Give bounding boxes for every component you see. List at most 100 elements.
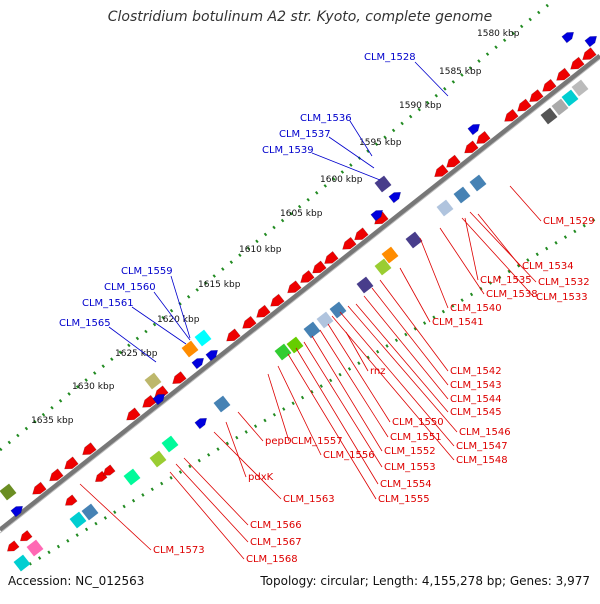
gene-feature-box: [374, 175, 392, 193]
scale-label: 1615 kbp: [198, 280, 241, 290]
map-title: Clostridium botulinum A2 str. Kyoto, com…: [107, 9, 493, 25]
gene-feature-box: [26, 539, 44, 557]
scale-label: 1620 kbp: [157, 315, 200, 325]
forward-gene-label: CLM_1537: [279, 129, 331, 140]
backbone-line: [0, 54, 600, 532]
reverse-label-leader: [399, 267, 431, 323]
gene-feature-box: [69, 511, 87, 529]
gene-feature-box: [181, 340, 199, 358]
reverse-gene-label: CLM_1532: [538, 277, 590, 288]
gene-feature-box: [329, 301, 347, 319]
gene-feature-box: [551, 98, 569, 116]
reverse-gene-arrow: [226, 328, 241, 342]
gene-feature-box: [149, 450, 167, 468]
reverse-gene-label: CLM_1556: [323, 450, 375, 461]
gene-feature-box: [123, 468, 141, 486]
reverse-gene-arrow: [172, 371, 187, 385]
tick-track: [19, 214, 600, 572]
gene-feature-box: [81, 503, 99, 521]
forward-gene-arrow: [561, 31, 575, 44]
gene-feature-box: [213, 395, 231, 413]
forward-label-leader: [311, 152, 381, 181]
forward-gene-arrow: [370, 209, 384, 222]
reverse-label-leader: [331, 315, 455, 461]
reverse-gene-arrow: [517, 98, 532, 112]
forward-gene-label: CLM_1565: [59, 318, 111, 329]
reverse-label-leader: [464, 217, 479, 281]
reverse-gene-arrow: [354, 227, 369, 241]
reverse-label-leader: [509, 185, 542, 222]
forward-gene-arrow: [194, 417, 208, 430]
forward-gene-label: CLM_1559: [121, 266, 173, 277]
forward-gene-arrow: [152, 393, 166, 406]
gene-feature-box: [561, 89, 579, 107]
gene-feature-box: [303, 321, 321, 339]
reverse-gene-arrow: [324, 250, 339, 264]
reverse-gene-arrow: [570, 56, 585, 70]
reverse-label-leader: [311, 335, 383, 452]
reverse-label-leader: [267, 373, 290, 442]
scale-labels: 1580 kbp 1585 kbp 1590 kbp 1595 kbp 1600 kbp…: [31, 29, 520, 426]
scale-label: 1595 kbp: [359, 138, 402, 148]
forward-gene-label: CLM_1539: [262, 145, 314, 156]
reverse-gene-label: CLM_1540: [450, 303, 502, 314]
gene-feature-box: [374, 258, 392, 276]
reverse-label-leader: [345, 331, 369, 372]
reverse-label-leader: [439, 227, 485, 295]
reverse-gene-label: CLM_1550: [392, 417, 444, 428]
reverse-gene-arrow: [242, 315, 257, 329]
reverse-label-leader: [371, 287, 449, 386]
gene-feature-box: [194, 329, 212, 347]
forward-label-leader: [328, 136, 375, 169]
reverse-gene-label: CLM_1542: [450, 366, 502, 377]
gene-labels: CLM_1528 CLM_1536 CLM_1537 CLM_1539 CLM_1559…: [59, 52, 595, 565]
reverse-label-leader: [175, 463, 249, 543]
reverse-label-leader: [363, 295, 449, 400]
forward-gene-label: CLM_1528: [364, 52, 416, 63]
scale-label: 1585 kbp: [439, 67, 482, 77]
gene-feature-box: [316, 311, 334, 329]
reverse-gene-arrow: [32, 481, 47, 495]
forward-label-leader: [349, 120, 373, 157]
gene-feature-box: [405, 231, 423, 249]
reverse-gene-label: CLM_1557: [291, 436, 343, 447]
forward-gene-arrow: [467, 123, 481, 136]
reverse-gene-label: CLM_1533: [536, 292, 588, 303]
reverse-gene-arrow: [64, 494, 78, 506]
gene-feature-box: [274, 343, 292, 361]
tick-track: [0, 3, 549, 452]
reverse-gene-arrow: [82, 442, 97, 456]
forward-gene-arrow: [388, 191, 402, 204]
gene-feature-box: [469, 174, 487, 192]
reverse-gene-label: CLM_1552: [384, 446, 436, 457]
reverse-gene-label: pepD: [265, 436, 292, 447]
forward-gene-arrow: [10, 505, 24, 518]
accession-text: Accession: NC_012563: [8, 574, 145, 588]
backbone-highlight: [0, 58, 600, 534]
reverse-label-leader: [419, 237, 449, 309]
scale-label: 1600 kbp: [320, 175, 363, 185]
reverse-gene-label: CLM_1568: [246, 554, 298, 565]
reverse-label-leader: [469, 211, 537, 283]
reverse-label-leader: [461, 217, 535, 298]
scale-label: 1580 kbp: [477, 29, 520, 39]
reverse-gene-label: CLM_1538: [486, 289, 538, 300]
reverse-gene-arrow: [464, 140, 479, 154]
reverse-label-leader: [237, 411, 264, 442]
reverse-label-leader: [169, 471, 245, 560]
forward-gene-arrow: [191, 357, 205, 370]
reverse-gene-label: pdxK: [248, 472, 274, 483]
reverse-gene-label: CLM_1544: [450, 394, 502, 405]
reverse-gene-label: CLM_1541: [432, 317, 484, 328]
reverse-gene-arrow: [6, 540, 20, 552]
reverse-gene-label: CLM_1567: [250, 537, 302, 548]
scale-label: 1625 kbp: [115, 349, 158, 359]
reverse-gene-label: CLM_1535: [480, 275, 532, 286]
reverse-label-leader: [79, 483, 152, 551]
gene-feature-box: [356, 276, 374, 294]
scale-label: 1630 kbp: [72, 382, 115, 392]
forward-gene-label: CLM_1560: [104, 282, 156, 293]
forward-label-leader: [108, 326, 157, 363]
forward-gene-label: CLM_1536: [300, 113, 352, 124]
